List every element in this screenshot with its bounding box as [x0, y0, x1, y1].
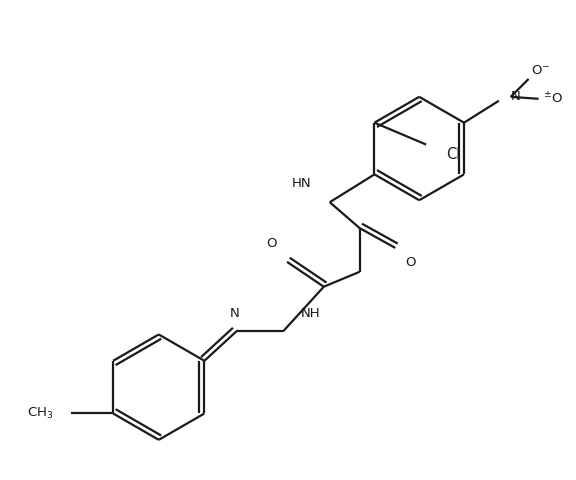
Text: N: N [511, 90, 521, 103]
Text: HN: HN [292, 177, 312, 190]
Text: Cl: Cl [446, 147, 460, 162]
Text: O: O [267, 237, 277, 250]
Text: $^{\pm}$O: $^{\pm}$O [543, 91, 563, 107]
Text: O: O [406, 256, 416, 269]
Text: O$^{-}$: O$^{-}$ [530, 64, 550, 77]
Text: CH$_3$: CH$_3$ [27, 406, 54, 421]
Text: N: N [229, 307, 239, 320]
Text: NH: NH [301, 307, 321, 320]
